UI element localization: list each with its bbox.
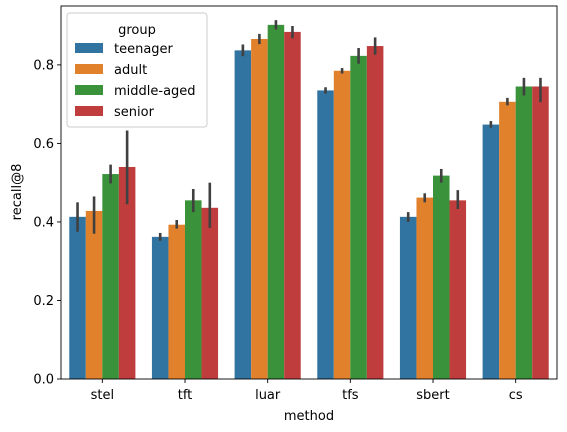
bar-middle-aged-stel [102,174,119,379]
y-tick-label: 0.2 [33,294,54,309]
x-tick-label-tft: tft [178,388,193,403]
x-tick-label-stel: stel [91,388,114,403]
y-tick-label: 0.4 [33,215,54,230]
bar-senior-cs [532,86,549,380]
x-tick-label-tfs: tfs [342,388,359,403]
bar-teenager-tft [151,236,169,379]
x-tick-label-luar: luar [255,388,281,403]
y-ticks: 0.0 0.2 0.4 0.6 0.8 [33,58,61,388]
bar-teenager-luar [234,50,252,380]
bar-adult-sbert [416,197,433,379]
bar-adult-stel [85,210,103,379]
x-axis-label: method [284,409,334,424]
bar-middle-aged-cs [515,86,533,380]
x-ticks: stel tft luar tfs sbert cs [91,379,523,403]
x-tick-label-cs: cs [509,388,523,403]
legend-swatch-middle-aged [75,85,103,95]
bar-adult-cs [499,101,516,380]
bar-middle-aged-tfs [350,55,367,380]
bar-senior-sbert [449,200,467,379]
axes [60,5,558,380]
legend-items: teenager adult middle-aged senior [75,42,196,120]
legend-swatch-teenager [75,43,103,53]
bar-middle-aged-sbert [433,175,450,379]
bar-senior-stel [118,166,136,379]
bars-layer [69,24,549,380]
bar-adult-tfs [333,70,351,379]
bar-senior-luar [284,31,301,379]
bar-senior-tfs [366,46,384,380]
y-tick-label: 0.0 [33,373,54,388]
legend-label-teenager: teenager [114,42,174,57]
y-axis-label: recall@8 [10,164,25,221]
bar-teenager-cs [482,124,500,379]
legend-label-adult: adult [114,63,147,78]
bar-adult-luar [251,38,268,379]
legend-label-middle-aged: middle-aged [114,84,196,99]
legend-label-senior: senior [114,105,155,120]
bar-senior-tft [201,207,219,379]
error-bars-layer [76,20,542,241]
plot-frame [60,5,558,380]
bar-teenager-stel [69,216,86,379]
bar-middle-aged-luar [267,24,285,379]
legend: group teenager adult middle-aged senior [66,12,208,128]
bar-teenager-sbert [399,216,417,379]
legend-swatch-senior [75,106,103,116]
legend-title: group [118,23,156,38]
legend-swatch-adult [75,64,103,74]
bar-adult-tft [168,224,185,379]
bar-middle-aged-tft [185,200,202,379]
y-tick-label: 0.6 [33,137,54,152]
y-tick-label: 0.8 [33,58,54,73]
x-tick-label-sbert: sbert [416,388,449,403]
bar-teenager-tfs [317,90,334,380]
legend-frame [66,12,208,128]
